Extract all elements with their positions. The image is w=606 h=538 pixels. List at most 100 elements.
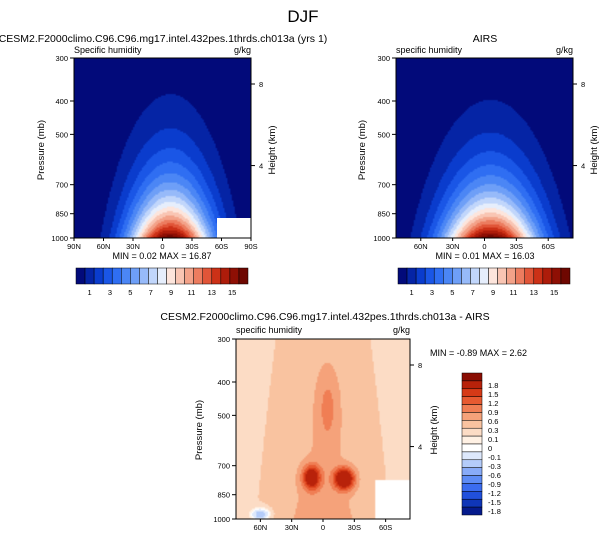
difference-colorbar-box — [461, 404, 483, 413]
obs-height-tick-label: 8 — [581, 80, 585, 89]
model-colorbar-box — [111, 267, 122, 285]
obs-colorbar-label: 1 — [409, 288, 413, 297]
difference-stats: MIN = -0.89 MAX = 2.62 — [430, 348, 527, 358]
model-ytick-label: 400 — [55, 97, 68, 106]
model-xtick-label: 60N — [97, 242, 111, 251]
model-colorbar-box — [75, 267, 86, 285]
difference-colorbar-box — [461, 396, 483, 405]
model-colorbar-label: 13 — [208, 288, 216, 297]
obs-colorbar-label: 9 — [491, 288, 495, 297]
model-colorbar-box — [175, 267, 185, 285]
model-xtick-label: 90S — [244, 242, 257, 251]
difference-colorbar-box — [461, 498, 483, 508]
obs-colorbar-box — [533, 267, 544, 285]
obs-colorbar-label: 15 — [550, 288, 558, 297]
obs-ylabel: Pressure (mb) — [357, 120, 368, 180]
obs-colorbar-box — [461, 267, 471, 285]
difference-xtick-label: 30S — [348, 523, 361, 532]
obs-ytick-label: 1000 — [373, 234, 390, 243]
difference-missing-region — [392, 503, 410, 519]
model-xtick-label: 90N — [67, 242, 81, 251]
obs-colorbar-box — [542, 267, 553, 285]
model-colorbar-box — [202, 267, 213, 285]
model-colorbar-box — [211, 267, 222, 285]
obs-colorbar-box — [424, 267, 435, 285]
model-missing-region — [217, 218, 251, 238]
obs-colorbar-box — [506, 267, 516, 285]
obs-contour-field — [396, 58, 573, 238]
model-ytick-label: 500 — [55, 130, 68, 139]
difference-contour-field — [236, 339, 410, 519]
model-colorbar-box — [193, 267, 203, 285]
model-colorbar-label: 5 — [128, 288, 132, 297]
difference-colorbar-box — [461, 443, 483, 453]
model-xtick-label: 60S — [215, 242, 228, 251]
difference-panel: CESM2.F2000climo.C96.C96.mg17.intel.432p… — [160, 311, 527, 532]
model-colorbar-box — [121, 267, 131, 285]
obs-ytick-label: 300 — [377, 54, 390, 63]
model-colorbar-box — [130, 267, 140, 285]
difference-colorbar-box — [461, 388, 483, 397]
difference-height-tick-label: 8 — [418, 361, 422, 370]
obs-xtick-label: 60N — [414, 242, 428, 251]
obs-colorbar-box — [560, 267, 571, 285]
model-xtick-label: 0 — [160, 242, 164, 251]
difference-ytick-label: 300 — [217, 335, 230, 344]
difference-xtick-label: 60S — [379, 523, 392, 532]
obs-colorbar-label: 11 — [510, 288, 518, 297]
difference-height-tick-label: 4 — [418, 443, 422, 452]
difference-colorbar-box — [461, 475, 483, 484]
difference-colorbar-box — [461, 506, 483, 516]
difference-colorbar-box — [461, 435, 483, 445]
difference-ytick-label: 500 — [217, 411, 230, 420]
difference-colorbar-box — [461, 427, 483, 437]
difference-xtick-label: 60N — [253, 523, 267, 532]
difference-colorbar-label: 0.9 — [488, 408, 498, 417]
difference-colorbar-box — [461, 483, 483, 492]
obs-colorbar-box — [415, 267, 426, 285]
difference-colorbar-box — [461, 380, 483, 390]
obs-colorbar-box — [488, 267, 498, 285]
model-left-label: Specific humidity — [74, 45, 142, 55]
model-colorbar-label: 3 — [108, 288, 112, 297]
obs-colorbar-box — [479, 267, 489, 285]
model-ytick-label: 1000 — [51, 234, 68, 243]
model-colorbar-box — [229, 267, 240, 285]
model-stats: MIN = 0.02 MAX = 16.87 — [112, 251, 211, 261]
difference-left-label: specific humidity — [236, 325, 303, 335]
difference-colorbar-label: -0.6 — [488, 471, 501, 480]
obs-colorbar-label: 13 — [530, 288, 538, 297]
model-colorbar-box — [102, 267, 113, 285]
obs-ytick-label: 850 — [377, 210, 390, 219]
model-colorbar-box — [166, 267, 176, 285]
obs-xtick-label: 30N — [446, 242, 460, 251]
model-colorbar-box — [93, 267, 104, 285]
model-ylabel-right: Height (km) — [267, 125, 278, 174]
model-xtick-label: 30S — [185, 242, 198, 251]
obs-colorbar-box — [443, 267, 453, 285]
obs-colorbar-box — [406, 267, 417, 285]
model-colorbar-box — [184, 267, 194, 285]
model-ytick-label: 700 — [55, 181, 68, 190]
obs-colorbar-box — [551, 267, 562, 285]
obs-colorbar-box — [497, 267, 507, 285]
difference-colorbar-label: 1.5 — [488, 390, 498, 399]
model-colorbar-box — [157, 267, 167, 285]
obs-left-label: specific humidity — [396, 45, 463, 55]
difference-ylabel: Pressure (mb) — [194, 400, 205, 460]
obs-ytick-label: 400 — [377, 97, 390, 106]
difference-ytick-label: 700 — [217, 462, 230, 471]
model-colorbar-label: 9 — [169, 288, 173, 297]
difference-colorbar-label: 0 — [488, 444, 492, 453]
obs-colorbar-box — [433, 267, 444, 285]
obs-height-tick-label: 4 — [581, 162, 585, 171]
model-colorbar-box — [148, 267, 158, 285]
difference-colorbar-label: -0.3 — [488, 462, 501, 471]
obs-stats: MIN = 0.01 MAX = 16.03 — [435, 251, 534, 261]
obs-colorbar-box — [397, 267, 408, 285]
difference-colorbar-box — [461, 372, 483, 382]
difference-colorbar-label: -1.8 — [488, 507, 501, 516]
figure-title: DJF — [287, 7, 318, 26]
model-xtick-label: 30N — [126, 242, 140, 251]
